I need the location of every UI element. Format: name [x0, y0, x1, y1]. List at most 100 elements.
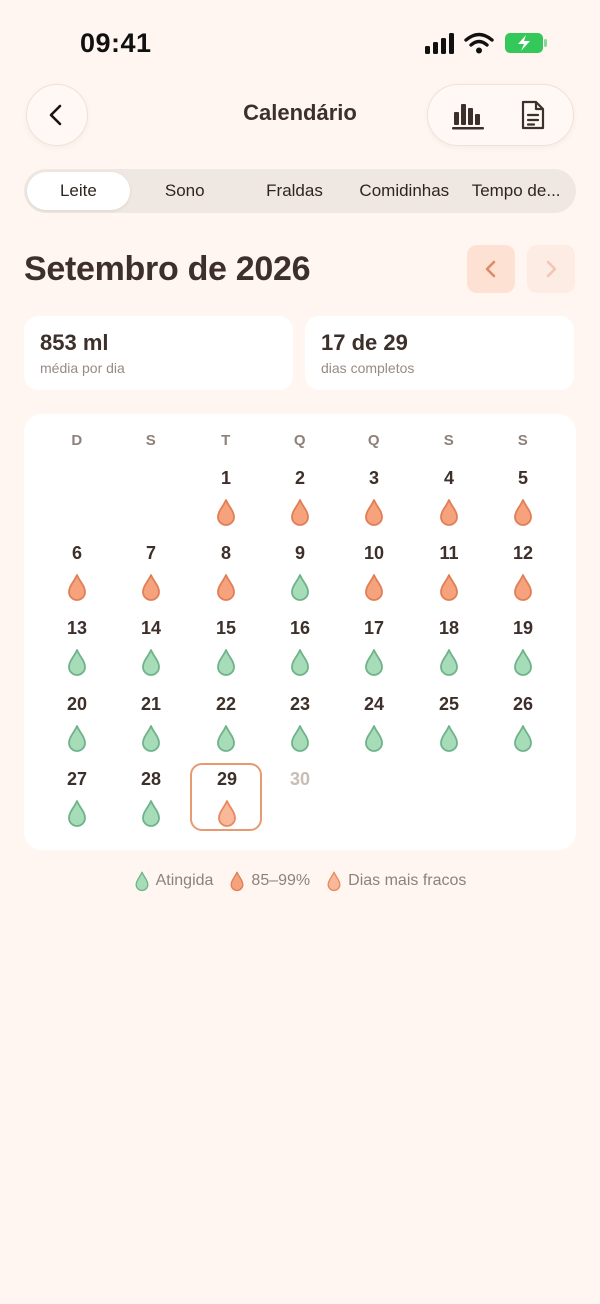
weekday-label: S: [443, 432, 455, 449]
calendar-day[interactable]: 14: [116, 614, 186, 682]
day-number: 17: [363, 618, 385, 638]
day-number: 9: [294, 543, 305, 563]
milk-drop-icon: [438, 724, 460, 752]
chevron-right-icon: [546, 260, 557, 278]
calendar-day[interactable]: 13: [42, 614, 112, 682]
calendar-day[interactable]: 6: [42, 539, 112, 607]
milk-drop-icon: [134, 870, 150, 892]
header-actions: [427, 84, 574, 146]
calendar-day[interactable]: 5: [488, 464, 558, 532]
day-number: 27: [66, 769, 88, 789]
milk-drop-icon: [438, 573, 460, 601]
calendar-day[interactable]: 15: [191, 614, 261, 682]
page-title: Calendário: [243, 100, 357, 125]
milk-drop-icon: [512, 498, 534, 526]
calendar-grid: D S T Q Q S S 1 2 3 4 5 6 7 8 9 10 11 12 13 14 15 16 17 18 19 20 21…: [24, 414, 576, 850]
legend-label: Atingida: [155, 872, 214, 889]
day-number: 25: [438, 694, 460, 714]
calendar-day[interactable]: 3: [339, 464, 409, 532]
next-month-button[interactable]: [527, 245, 575, 293]
tab-leite[interactable]: Leite: [27, 172, 130, 210]
day-number: 22: [215, 694, 237, 714]
calendar-day[interactable]: 24: [339, 690, 409, 758]
status-time: 09:41: [80, 28, 152, 58]
milk-drop-icon: [215, 648, 237, 676]
day-number: 1: [220, 468, 231, 488]
calendar-day[interactable]: 25: [414, 690, 484, 758]
weekday-label: T: [221, 432, 231, 449]
milk-drop-icon: [512, 724, 534, 752]
calendar-day[interactable]: 17: [339, 614, 409, 682]
calendar-day[interactable]: 23: [265, 690, 335, 758]
month-title: Setembro de 2026: [24, 250, 311, 288]
calendar-day[interactable]: 22: [191, 690, 261, 758]
tab-tempo[interactable]: Tempo de...: [471, 181, 561, 200]
day-number: 15: [215, 618, 237, 638]
milk-drop-icon: [140, 724, 162, 752]
report-button[interactable]: [508, 90, 558, 140]
stat-label: dias completos: [321, 360, 415, 376]
day-number: 14: [140, 618, 162, 638]
calendar-day[interactable]: 8: [191, 539, 261, 607]
calendar-day[interactable]: 2: [265, 464, 335, 532]
calendar-day[interactable]: 26: [488, 690, 558, 758]
day-number: 18: [438, 618, 460, 638]
day-number: 20: [66, 694, 88, 714]
legend-item-partial: 85–99%: [229, 870, 310, 892]
milk-drop-icon: [216, 799, 238, 827]
calendar-day[interactable]: 16: [265, 614, 335, 682]
day-number: 28: [140, 769, 162, 789]
category-tabs: Leite Sono Fraldas Comidinhas Tempo de..…: [24, 169, 576, 213]
milk-drop-icon: [215, 573, 237, 601]
calendar-day[interactable]: 21: [116, 690, 186, 758]
calendar-day[interactable]: 28: [116, 765, 186, 833]
day-number: 21: [140, 694, 162, 714]
day-number: 26: [512, 694, 534, 714]
calendar-day[interactable]: 19: [488, 614, 558, 682]
calendar-day[interactable]: 20: [42, 690, 112, 758]
milk-drop-icon: [326, 870, 342, 892]
tab-fraldas[interactable]: Fraldas: [266, 181, 323, 200]
day-number: 24: [363, 694, 385, 714]
day-number: 13: [66, 618, 88, 638]
chevron-left-icon: [485, 260, 496, 278]
day-number: 7: [145, 543, 156, 563]
back-button[interactable]: [26, 84, 88, 146]
weekday-label: S: [517, 432, 529, 449]
calendar-day[interactable]: 7: [116, 539, 186, 607]
tab-comidinhas[interactable]: Comidinhas: [359, 181, 450, 200]
wifi-icon: [464, 32, 494, 54]
weekday-label: Q: [367, 432, 381, 449]
day-number: 3: [368, 468, 379, 488]
milk-drop-icon: [289, 573, 311, 601]
status-bar: 09:41: [0, 0, 600, 90]
calendar-day[interactable]: 18: [414, 614, 484, 682]
milk-drop-icon: [215, 724, 237, 752]
calendar-day[interactable]: 27: [42, 765, 112, 833]
milk-drop-icon: [66, 648, 88, 676]
calendar-day[interactable]: 9: [265, 539, 335, 607]
calendar-day[interactable]: 12: [488, 539, 558, 607]
milk-drop-icon: [363, 724, 385, 752]
calendar-day[interactable]: 1: [191, 464, 261, 532]
status-icons: [425, 32, 548, 54]
day-number: 29: [216, 769, 238, 789]
day-number: 19: [512, 618, 534, 638]
previous-month-button[interactable]: [467, 245, 515, 293]
calendar-day: 30: [265, 765, 335, 833]
tab-sono[interactable]: Sono: [164, 181, 205, 200]
legend-item-weak: Dias mais fracos: [326, 870, 466, 892]
milk-drop-icon: [512, 648, 534, 676]
milk-drop-icon: [289, 648, 311, 676]
calendar-day[interactable]: 4: [414, 464, 484, 532]
calendar-day[interactable]: 11: [414, 539, 484, 607]
stat-card-completed: 17 de 29 dias completos: [305, 316, 574, 390]
chart-button[interactable]: [443, 90, 493, 140]
calendar-day[interactable]: 10: [339, 539, 409, 607]
milk-drop-icon: [140, 573, 162, 601]
stat-label: média por dia: [40, 360, 125, 376]
calendar-day[interactable]: 29: [190, 763, 262, 831]
stat-card-average: 853 ml média por dia: [24, 316, 293, 390]
day-number: 16: [289, 618, 311, 638]
signal-icon: [425, 32, 454, 54]
